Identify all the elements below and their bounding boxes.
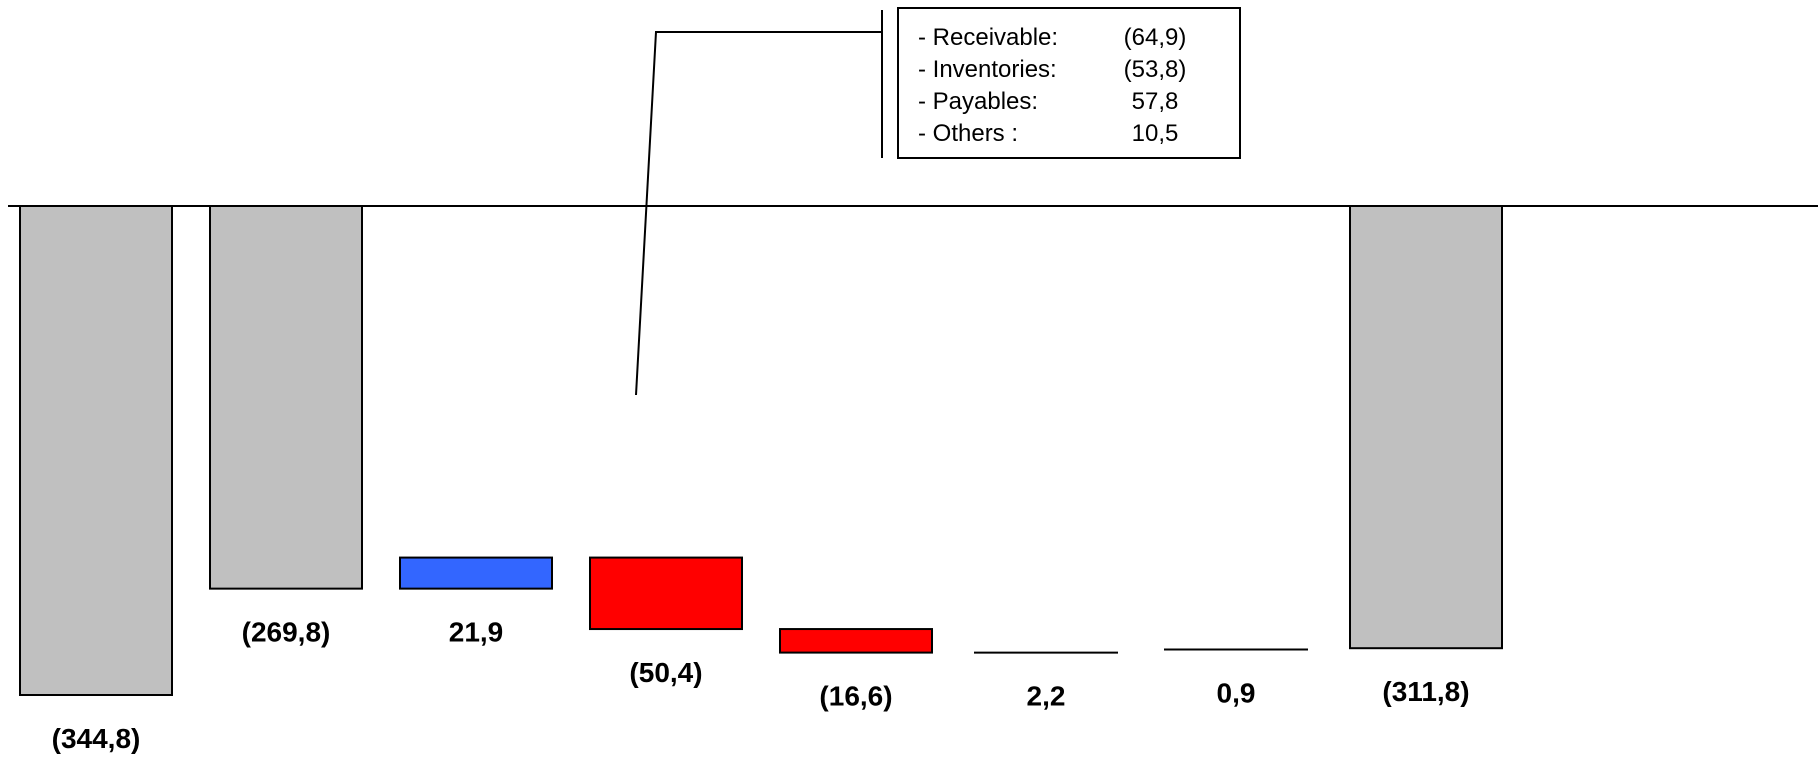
callout-item-label: - Inventories: (918, 56, 1057, 83)
value-label-7: 0,9 (1217, 677, 1256, 708)
bar-2 (209, 205, 363, 590)
callout-item-label: - Others : (918, 120, 1018, 147)
value-label-3: 21,9 (449, 617, 504, 648)
value-label-5: (16,6) (819, 681, 892, 712)
value-labels-layer: (344,8) (269,8) 21,9 (50,4) (16,6) 2,2 0,9 (311… (52, 617, 1470, 754)
bars-layer (19, 205, 1503, 696)
callout-item-value: (53,8) (1124, 56, 1187, 83)
value-label-4: (50,4) (629, 657, 702, 688)
value-label-6: 2,2 (1027, 681, 1066, 712)
callout-item-label: - Payables: (918, 88, 1038, 115)
annotation-callout: - Receivable: (64,9) - Inventories: (53,8) -… (635, 7, 1241, 396)
bar-5 (779, 628, 933, 654)
value-label-1: (344,8) (52, 723, 141, 754)
callout-item-value: 57,8 (1132, 88, 1179, 115)
bar-8 (1349, 205, 1503, 650)
callout-items: - Receivable: (64,9) - Inventories: (53,8) -… (918, 24, 1186, 147)
callout-item-value: 10,5 (1132, 120, 1179, 147)
callout-item-label: - Receivable: (918, 24, 1058, 51)
value-label-2: (269,8) (242, 617, 331, 648)
bar-3 (399, 556, 553, 590)
callout-box (897, 7, 1241, 159)
bar-4 (589, 556, 743, 631)
value-label-8: (311,8) (1382, 676, 1469, 707)
callout-leader-line (635, 31, 882, 396)
callout-item-value: (64,9) (1124, 24, 1187, 51)
bar-1 (19, 205, 173, 696)
